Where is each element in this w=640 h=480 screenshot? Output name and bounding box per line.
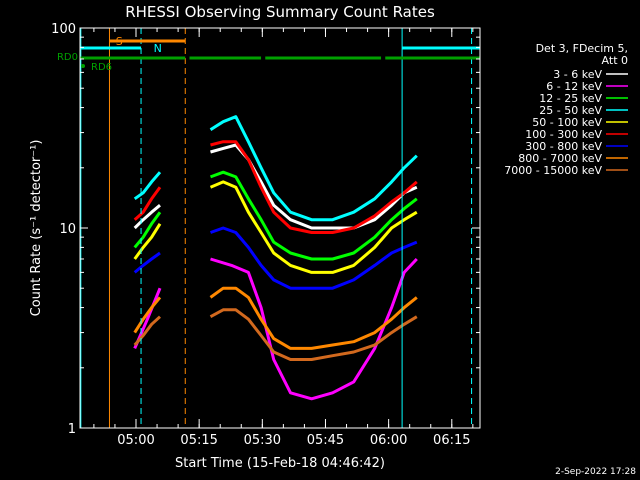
legend-label: 12 - 25 keV bbox=[539, 92, 602, 105]
legend-header-line-2: Att 0 bbox=[602, 54, 628, 67]
series-line bbox=[209, 308, 418, 361]
footer-date: 2-Sep-2022 17:28 bbox=[555, 467, 636, 477]
series-line bbox=[209, 226, 418, 290]
x-tick-label: 06:00 bbox=[370, 433, 407, 448]
legend-header-line-1: Det 3, FDecim 5, bbox=[536, 42, 628, 55]
y-tick-label: 100 bbox=[51, 22, 76, 37]
flag-label-rd0: RD0 bbox=[57, 52, 78, 63]
legend-label: 50 - 100 keV bbox=[532, 116, 602, 129]
legend-label: 6 - 12 keV bbox=[546, 80, 602, 93]
x-tick-label: 06:15 bbox=[433, 433, 470, 448]
series-line bbox=[133, 186, 162, 221]
legend-label: 3 - 6 keV bbox=[553, 68, 602, 81]
x-tick-label: 05:30 bbox=[244, 433, 281, 448]
series-line bbox=[210, 257, 418, 401]
series-line bbox=[210, 143, 418, 230]
legend-label: 100 - 300 keV bbox=[525, 128, 602, 141]
series-line bbox=[209, 115, 418, 222]
legend-label: 7000 - 15000 keV bbox=[504, 164, 602, 177]
annotations: S N RD0 RD6 bbox=[57, 28, 480, 428]
flag-label-s: S bbox=[116, 35, 123, 48]
legend-label: 25 - 50 keV bbox=[539, 104, 602, 117]
series-line bbox=[133, 204, 161, 230]
series-line bbox=[133, 251, 161, 274]
x-tick-label: 05:15 bbox=[180, 433, 217, 448]
x-tick-label: 05:45 bbox=[307, 433, 344, 448]
series-line bbox=[133, 315, 162, 347]
y-tick-label: 1 bbox=[68, 422, 76, 437]
plot-lines bbox=[133, 115, 418, 401]
rd6-marker bbox=[81, 64, 85, 68]
x-tick-label: 05:00 bbox=[117, 433, 154, 448]
y-tick-label: 10 bbox=[59, 222, 76, 237]
series-line bbox=[133, 171, 162, 201]
series-line bbox=[133, 296, 162, 334]
y-axis-label: Count Rate (s⁻¹ detector⁻¹) bbox=[29, 140, 44, 317]
legend-label: 300 - 800 keV bbox=[525, 140, 602, 153]
x-axis-label: Start Time (15-Feb-18 04:46:42) bbox=[175, 456, 385, 471]
chart-title: RHESSI Observing Summary Count Rates bbox=[125, 3, 435, 21]
legend-label: 800 - 7000 keV bbox=[518, 152, 602, 165]
series-line bbox=[133, 211, 162, 249]
series-line bbox=[209, 170, 418, 261]
axis-ticks: 1 10 100 05:00 05:15 05:30 05:45 06:00 06:15 bbox=[51, 22, 480, 448]
flag-label-rd6: RD6 bbox=[91, 62, 112, 73]
series-line bbox=[209, 286, 418, 350]
flag-label-n: N bbox=[154, 42, 162, 55]
series-line bbox=[209, 180, 418, 274]
series-line bbox=[210, 140, 418, 234]
series-line bbox=[133, 223, 162, 260]
